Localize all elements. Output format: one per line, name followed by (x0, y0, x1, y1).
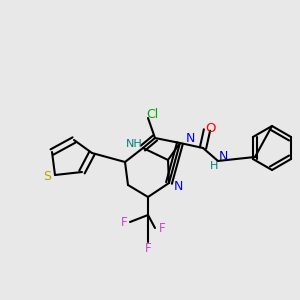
Text: F: F (121, 217, 127, 230)
Text: N: N (218, 149, 228, 163)
Text: Cl: Cl (146, 107, 158, 121)
Text: F: F (159, 223, 165, 236)
Text: H: H (210, 161, 218, 171)
Text: NH: NH (126, 139, 142, 149)
Text: N: N (185, 133, 195, 146)
Text: O: O (206, 122, 216, 134)
Text: F: F (145, 242, 151, 256)
Text: S: S (43, 170, 51, 184)
Text: N: N (173, 179, 183, 193)
